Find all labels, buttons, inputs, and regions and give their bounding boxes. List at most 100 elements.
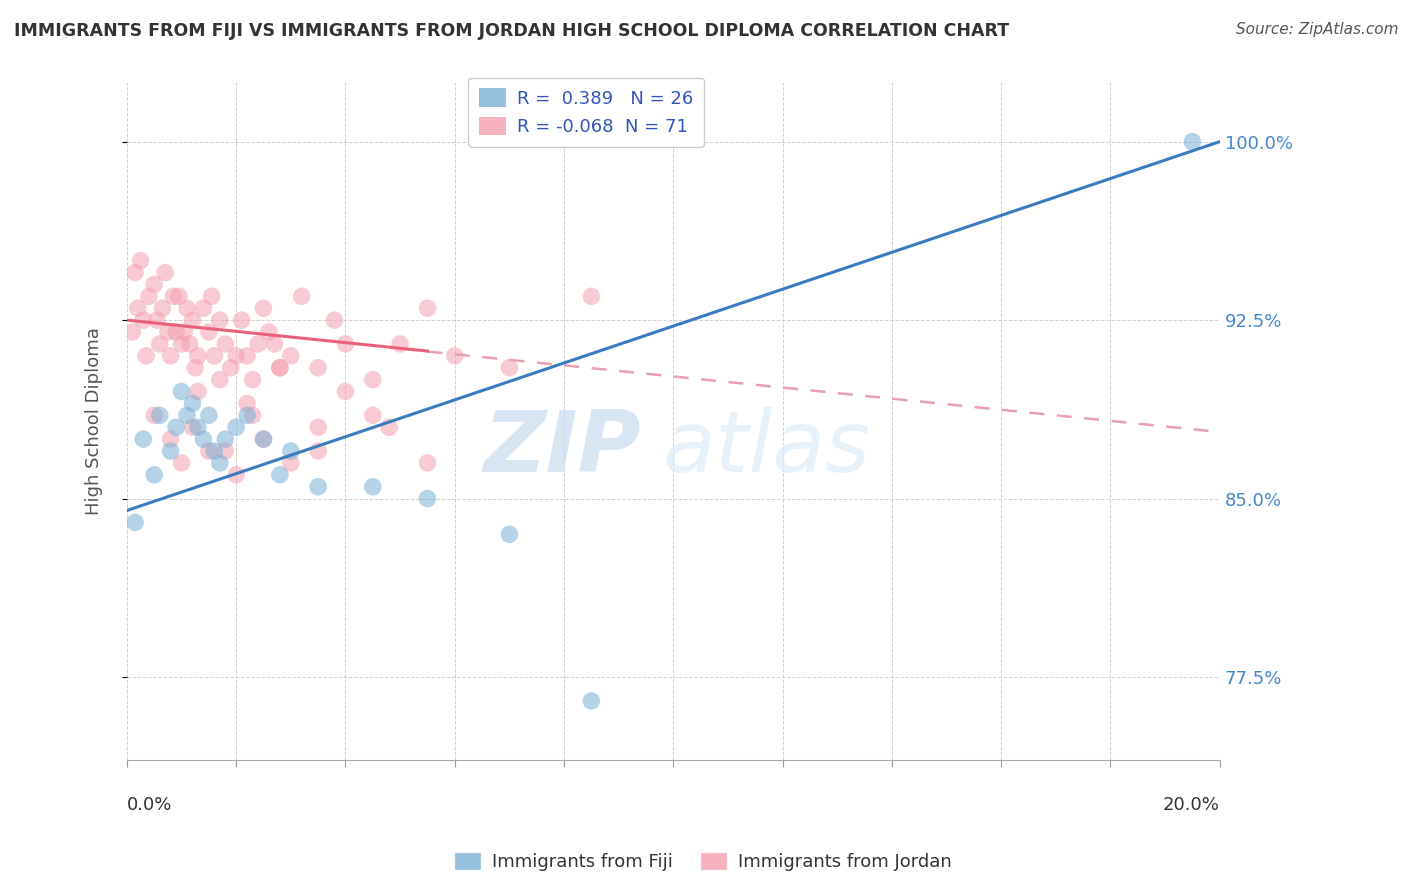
Point xyxy=(263,337,285,351)
Point xyxy=(307,360,329,375)
Point xyxy=(280,349,302,363)
Point xyxy=(242,409,264,423)
Point xyxy=(335,384,357,399)
Point xyxy=(416,456,439,470)
Point xyxy=(280,444,302,458)
Point xyxy=(127,301,149,316)
Point xyxy=(201,289,224,303)
Point xyxy=(149,409,172,423)
Point xyxy=(173,325,195,339)
Point xyxy=(269,360,291,375)
Point xyxy=(181,313,204,327)
Point xyxy=(176,409,198,423)
Point xyxy=(252,301,274,316)
Point xyxy=(181,420,204,434)
Point xyxy=(187,349,209,363)
Point xyxy=(252,432,274,446)
Point xyxy=(198,444,221,458)
Point xyxy=(498,527,520,541)
Point xyxy=(242,373,264,387)
Point xyxy=(129,253,152,268)
Point xyxy=(152,301,174,316)
Point xyxy=(498,360,520,375)
Point xyxy=(187,420,209,434)
Point xyxy=(269,467,291,482)
Point xyxy=(361,373,384,387)
Point xyxy=(143,277,166,292)
Point xyxy=(202,349,225,363)
Point xyxy=(225,467,247,482)
Point xyxy=(193,432,215,446)
Point xyxy=(335,337,357,351)
Text: ZIP: ZIP xyxy=(482,407,641,490)
Point xyxy=(581,694,603,708)
Text: 0.0%: 0.0% xyxy=(127,796,173,814)
Point xyxy=(257,325,280,339)
Point xyxy=(378,420,401,434)
Point xyxy=(165,420,187,434)
Point xyxy=(198,409,221,423)
Point xyxy=(138,289,160,303)
Point xyxy=(170,456,193,470)
Point xyxy=(307,444,329,458)
Point xyxy=(252,432,274,446)
Point xyxy=(219,360,242,375)
Point xyxy=(135,349,157,363)
Point xyxy=(416,491,439,506)
Point xyxy=(202,444,225,458)
Point xyxy=(153,266,176,280)
Point xyxy=(167,289,190,303)
Legend: Immigrants from Fiji, Immigrants from Jordan: Immigrants from Fiji, Immigrants from Jo… xyxy=(447,845,959,879)
Point xyxy=(361,409,384,423)
Point xyxy=(179,337,201,351)
Point xyxy=(307,420,329,434)
Point xyxy=(162,289,184,303)
Point xyxy=(143,467,166,482)
Point xyxy=(291,289,314,303)
Point xyxy=(159,432,181,446)
Point xyxy=(187,384,209,399)
Point xyxy=(181,396,204,410)
Point xyxy=(1181,135,1204,149)
Point xyxy=(170,384,193,399)
Point xyxy=(581,289,603,303)
Point xyxy=(146,313,169,327)
Point xyxy=(416,301,439,316)
Point xyxy=(269,360,291,375)
Point xyxy=(184,360,207,375)
Point xyxy=(231,313,253,327)
Point xyxy=(307,480,329,494)
Point xyxy=(156,325,179,339)
Point xyxy=(165,325,187,339)
Text: Source: ZipAtlas.com: Source: ZipAtlas.com xyxy=(1236,22,1399,37)
Legend: R =  0.389   N = 26, R = -0.068  N = 71: R = 0.389 N = 26, R = -0.068 N = 71 xyxy=(468,78,704,147)
Point xyxy=(208,373,231,387)
Point xyxy=(124,516,146,530)
Point xyxy=(361,480,384,494)
Text: 20.0%: 20.0% xyxy=(1163,796,1220,814)
Point xyxy=(247,337,270,351)
Point xyxy=(159,349,181,363)
Point xyxy=(170,337,193,351)
Y-axis label: High School Diploma: High School Diploma xyxy=(86,327,103,516)
Point xyxy=(149,337,172,351)
Point xyxy=(193,301,215,316)
Point xyxy=(208,313,231,327)
Point xyxy=(225,420,247,434)
Point xyxy=(124,266,146,280)
Point xyxy=(214,432,236,446)
Point xyxy=(323,313,346,327)
Point xyxy=(214,337,236,351)
Point xyxy=(121,325,143,339)
Point xyxy=(198,325,221,339)
Point xyxy=(159,444,181,458)
Text: atlas: atlas xyxy=(662,407,870,490)
Point xyxy=(236,409,259,423)
Point xyxy=(443,349,465,363)
Point xyxy=(236,349,259,363)
Point xyxy=(214,444,236,458)
Point xyxy=(225,349,247,363)
Point xyxy=(132,313,155,327)
Point xyxy=(280,456,302,470)
Point xyxy=(236,396,259,410)
